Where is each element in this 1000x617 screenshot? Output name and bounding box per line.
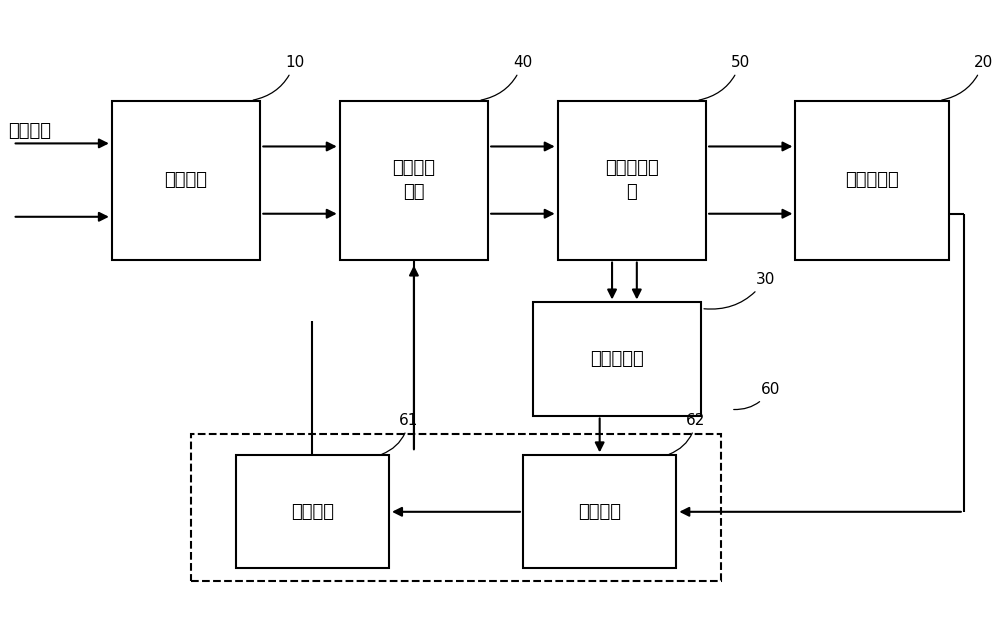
Bar — [112, 101, 260, 260]
Text: 50: 50 — [699, 55, 750, 100]
Bar — [795, 101, 949, 260]
Text: 20: 20 — [942, 55, 993, 100]
Text: 第二探测器: 第二探测器 — [590, 350, 644, 368]
Text: 61: 61 — [382, 413, 418, 454]
Text: 40: 40 — [481, 55, 532, 100]
Text: 第一探测器: 第一探测器 — [845, 171, 899, 189]
Bar — [523, 455, 676, 568]
Bar — [340, 101, 488, 260]
Bar — [191, 434, 721, 581]
Text: 计算模块: 计算模块 — [578, 503, 621, 521]
Text: 62: 62 — [669, 413, 706, 454]
Text: 空间光调
制器: 空间光调 制器 — [392, 159, 435, 201]
Text: 目标信号: 目标信号 — [8, 122, 51, 140]
Bar — [558, 101, 706, 260]
Text: 调制模块: 调制模块 — [291, 503, 334, 521]
Text: 偏振分光器
件: 偏振分光器 件 — [605, 159, 659, 201]
Text: 10: 10 — [253, 55, 304, 100]
Bar — [236, 455, 389, 568]
Text: 接收镜头: 接收镜头 — [165, 171, 208, 189]
Bar — [533, 302, 701, 415]
Text: 60: 60 — [734, 382, 780, 410]
Text: 30: 30 — [704, 272, 775, 309]
